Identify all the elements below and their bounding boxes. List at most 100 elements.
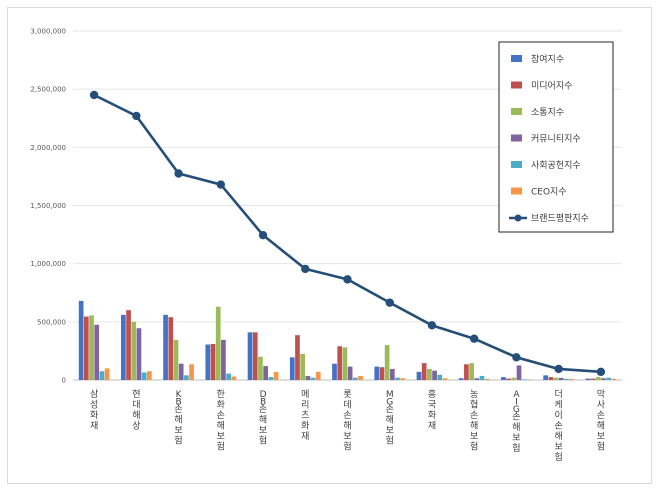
bar-3 (258, 356, 263, 380)
y-tick-label: 3,000,000 (30, 28, 66, 36)
bar-1 (332, 363, 337, 380)
legend-swatch (511, 161, 522, 168)
bar-3 (300, 353, 306, 380)
bar-4 (432, 370, 437, 380)
y-tick-label: 1,000,000 (30, 260, 66, 268)
y-tick-label: 1,500,000 (30, 202, 66, 210)
legend-label: 브랜드평판지수 (531, 213, 589, 224)
legend-label: 참여지수 (531, 53, 564, 65)
bar-6 (484, 378, 490, 380)
bar-3 (173, 339, 179, 380)
bar-4 (178, 363, 184, 380)
legend-label: CEO지수 (531, 187, 567, 198)
line-point (385, 298, 394, 307)
bar-6 (315, 371, 321, 380)
bar-4 (558, 377, 564, 380)
line-point (258, 230, 268, 240)
bar-5 (606, 377, 612, 380)
y-axis-ticks: 0 500,000 1,000,000 1,500,000 2,000,000 2,500… (30, 28, 66, 385)
bar-3 (342, 347, 348, 380)
bar-1 (289, 357, 295, 380)
line-point (89, 90, 99, 100)
bar-3 (511, 377, 517, 380)
bar-4 (601, 378, 606, 380)
bar-2 (210, 343, 216, 380)
line-point (512, 353, 521, 362)
line-point (596, 367, 606, 377)
legend-swatch (511, 108, 522, 115)
bar-5 (141, 372, 147, 380)
bar-2 (464, 364, 469, 380)
legend-swatch (511, 55, 522, 62)
bar-5 (479, 375, 485, 380)
y-tick-label: 0 (62, 377, 66, 385)
bar-5 (564, 378, 569, 380)
bar-5 (395, 377, 400, 380)
bar-3 (553, 377, 559, 380)
bar-5 (310, 377, 316, 380)
bar-2 (548, 377, 554, 380)
bar-3 (89, 315, 94, 380)
line-point (554, 364, 563, 374)
legend-swatch (511, 81, 522, 89)
bar-1 (247, 332, 253, 380)
line-point (469, 334, 479, 343)
bar-3 (131, 321, 137, 380)
total-line (89, 90, 606, 377)
bar-2 (337, 346, 343, 380)
bars (78, 300, 617, 380)
chart-frame (7, 7, 652, 484)
bar-2 (506, 378, 511, 380)
bar-4 (305, 375, 311, 380)
bar-2 (295, 335, 300, 380)
y-tick-label: 2,500,000 (30, 86, 66, 94)
bar-3 (427, 368, 432, 380)
bar-2 (126, 310, 131, 380)
bar-5 (268, 377, 274, 380)
bar-5 (352, 377, 358, 380)
line-point (174, 169, 183, 178)
y-tick-label: 2,000,000 (30, 144, 66, 152)
bar-4 (94, 324, 100, 380)
bar-2 (379, 367, 385, 380)
bar-2 (168, 317, 174, 380)
bar-1 (416, 371, 422, 380)
bar-4 (136, 328, 142, 380)
legend-marker (514, 214, 522, 222)
legend-swatch (511, 134, 522, 142)
bar-4 (221, 339, 226, 380)
bar-6 (104, 368, 110, 380)
bar-1 (585, 378, 591, 380)
legend-label: 미디어지수 (531, 81, 572, 92)
legend-swatch (511, 187, 522, 195)
line-point (301, 264, 310, 274)
bar-3 (469, 363, 474, 380)
bar-4 (516, 365, 522, 380)
bar-5 (184, 375, 189, 380)
bar-6 (569, 378, 575, 380)
bar-6 (273, 371, 279, 380)
bar-6 (442, 378, 448, 380)
bar-6 (611, 378, 617, 380)
bar-3 (384, 345, 390, 380)
bar-1 (501, 377, 506, 380)
bar-6 (400, 378, 406, 380)
bar-2 (421, 363, 427, 380)
x-axis-labels: 삼 성 화 재 현 대 해 상 K B 손 해 보 험 한 화 손 해 보 험 D B 손 해 보 험 메 리 츠 화 재 롯 데 손 해 보 험 M G 손… (90, 388, 606, 463)
bar-1 (205, 344, 211, 380)
bar-1 (374, 366, 380, 380)
bar-2 (83, 316, 89, 380)
bar-4 (474, 378, 480, 380)
bar-1 (78, 300, 84, 380)
